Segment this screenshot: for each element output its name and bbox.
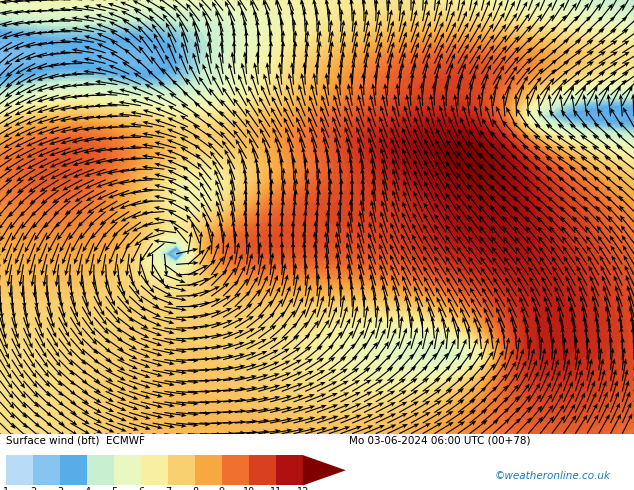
Bar (168, 455, 195, 486)
Text: ©weatheronline.co.uk: ©weatheronline.co.uk (495, 471, 611, 481)
Text: 10: 10 (243, 487, 255, 490)
Text: 4: 4 (84, 487, 90, 490)
Text: Surface wind (bft)  ECMWF: Surface wind (bft) ECMWF (6, 435, 145, 445)
Text: 3: 3 (57, 487, 63, 490)
Text: 1: 1 (3, 487, 10, 490)
Text: 2: 2 (30, 487, 36, 490)
Text: 8: 8 (192, 487, 198, 490)
Bar (34, 455, 60, 486)
Bar (249, 455, 276, 486)
Text: 12: 12 (297, 487, 309, 490)
Text: 9: 9 (219, 487, 225, 490)
Text: 7: 7 (165, 487, 171, 490)
Bar (141, 455, 168, 486)
Bar (6, 455, 33, 486)
Bar (276, 455, 303, 486)
Text: 11: 11 (269, 487, 282, 490)
Text: Mo 03-06-2024 06:00 UTC (00+78): Mo 03-06-2024 06:00 UTC (00+78) (349, 435, 530, 445)
Text: 5: 5 (111, 487, 117, 490)
Bar (60, 455, 87, 486)
Bar (222, 455, 249, 486)
Bar (114, 455, 141, 486)
Bar (195, 455, 222, 486)
Text: 6: 6 (138, 487, 144, 490)
Polygon shape (303, 455, 346, 486)
Bar (87, 455, 114, 486)
